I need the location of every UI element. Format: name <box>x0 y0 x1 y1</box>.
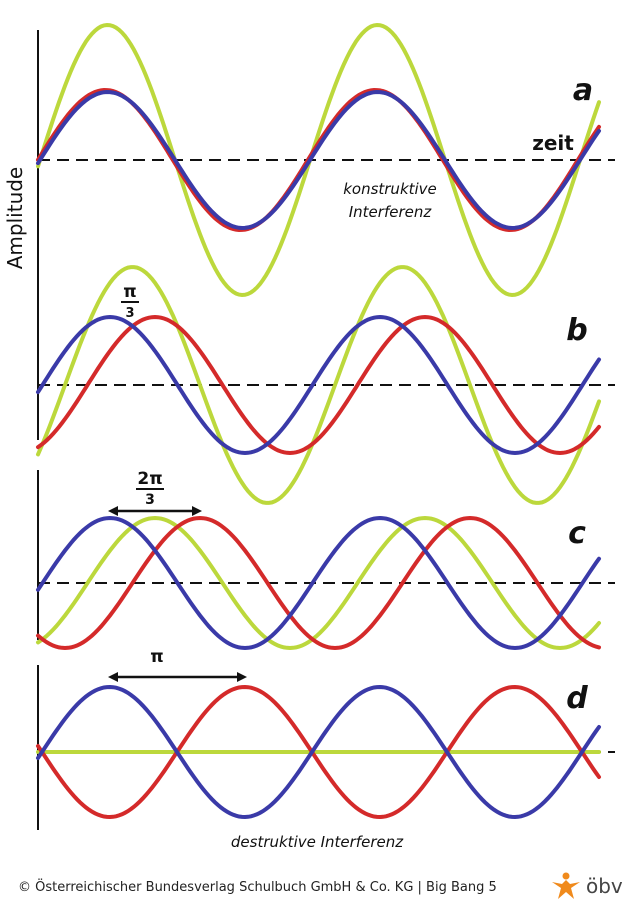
caption: konstruktive <box>343 180 437 198</box>
phase-numerator: π <box>123 282 136 302</box>
panel-letter: d <box>566 681 588 716</box>
caption: destruktive Interferenz <box>231 833 404 851</box>
panel-letter: c <box>568 516 586 551</box>
logo: öbv <box>586 874 623 898</box>
wave <box>36 684 601 820</box>
wave <box>36 314 601 456</box>
copyright: © Österreichischer Bundesverlag Schulbuc… <box>18 878 497 895</box>
caption: Interferenz <box>349 203 433 221</box>
phase-denominator: 3 <box>145 492 155 508</box>
waves <box>36 22 615 830</box>
logo-icon <box>552 872 580 899</box>
panel-letter: a <box>573 73 593 108</box>
wave <box>36 515 601 651</box>
wave <box>36 684 601 820</box>
time-label: zeit <box>532 131 574 155</box>
phase-denominator: 3 <box>125 306 134 321</box>
wave <box>36 89 601 231</box>
wave <box>36 515 601 651</box>
wave <box>36 265 601 505</box>
phase-arrow <box>108 506 202 516</box>
phase-numerator: 2π <box>137 469 162 489</box>
axis-label: Amplitude <box>3 167 27 270</box>
phase-arrow <box>108 672 247 682</box>
phase-label: π <box>150 647 163 667</box>
wave <box>36 22 601 298</box>
panel-letter: b <box>566 313 587 348</box>
